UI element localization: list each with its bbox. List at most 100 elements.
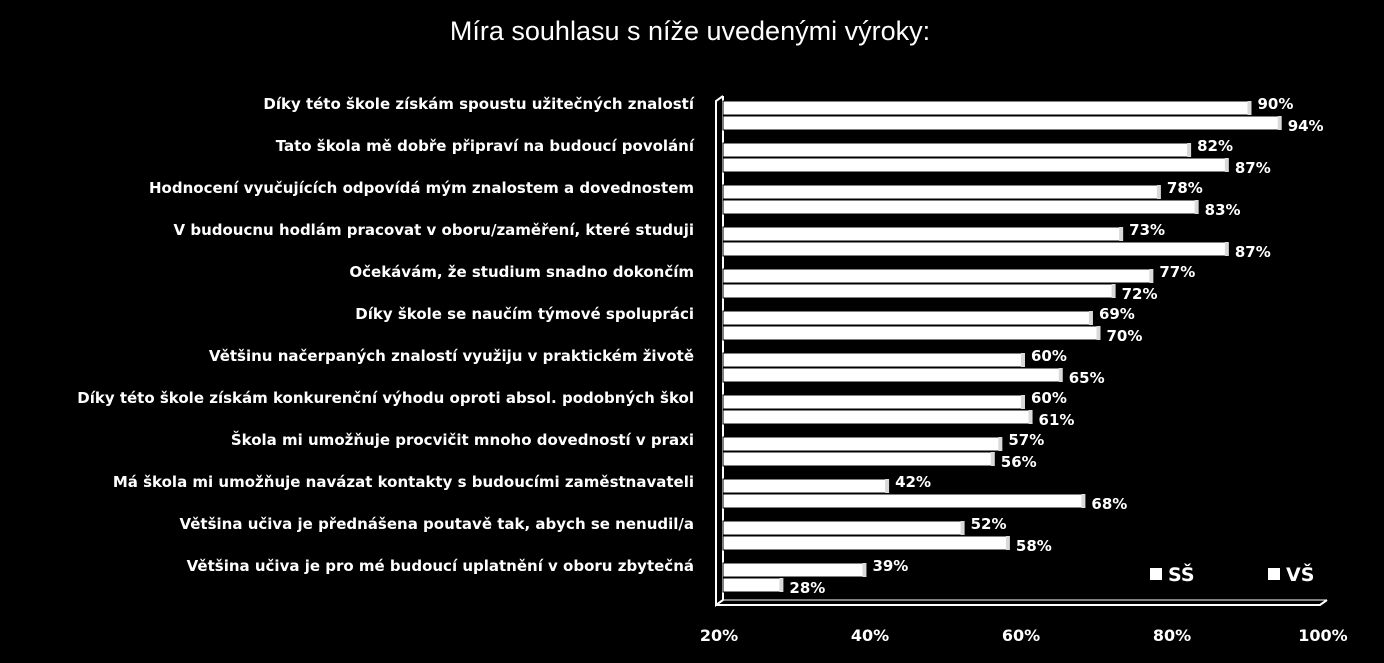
bar-cap — [1194, 200, 1199, 214]
data-label: 78% — [1167, 179, 1203, 197]
chart-bars — [722, 100, 1283, 593]
data-label: 56% — [1001, 453, 1037, 471]
data-label: 77% — [1159, 263, 1195, 281]
legend-label: SŠ — [1168, 562, 1195, 586]
bar-ss — [722, 478, 890, 494]
category-label: Většina učiva je pro mé budoucí uplatněn… — [187, 557, 694, 575]
data-label: 61% — [1039, 411, 1075, 429]
chart-axes: 20% 40% 60% 80% 100% — [700, 95, 1348, 645]
bar-ss — [722, 436, 1003, 452]
x-tick-label: 80% — [1153, 626, 1191, 645]
data-label: 60% — [1031, 347, 1067, 365]
category-label: Většina učiva je přednášena poutavě tak,… — [179, 515, 694, 533]
bar-vs — [722, 535, 1011, 551]
y-axis-wall — [715, 95, 724, 607]
bar-cap — [1111, 284, 1116, 298]
data-label: 65% — [1069, 369, 1105, 387]
bar-ss — [722, 310, 1094, 326]
bar-vs — [722, 325, 1101, 341]
bar-cap — [1277, 116, 1282, 130]
bar-ss — [722, 394, 1026, 410]
bar-ss — [722, 520, 966, 536]
category-label: Tato škola mě dobře připraví na budoucí … — [276, 137, 695, 155]
bar-cap — [1021, 353, 1025, 367]
data-label: 60% — [1031, 389, 1067, 407]
bar-cap — [1058, 368, 1063, 382]
data-label: 39% — [872, 557, 908, 575]
data-label: 52% — [971, 515, 1007, 533]
bar-vs — [722, 115, 1283, 131]
category-label: Díky škole se naučím týmové spolupráci — [355, 305, 694, 323]
bar-cap — [1156, 185, 1161, 199]
legend-swatch — [1150, 568, 1162, 580]
bar-ss — [722, 562, 867, 578]
bar-vs — [722, 577, 784, 593]
legend-swatch — [1268, 568, 1280, 580]
x-tick-label: 60% — [1002, 626, 1040, 645]
x-tick-label: 20% — [700, 626, 738, 645]
bar-vs — [722, 409, 1034, 425]
bar-cap — [1096, 326, 1101, 340]
data-label: 90% — [1258, 95, 1294, 113]
category-label: Hodnocení vyučujících odpovídá mým znalo… — [149, 179, 694, 197]
bar-ss — [722, 268, 1154, 284]
bar-cap — [1224, 158, 1229, 172]
data-label: 73% — [1129, 221, 1165, 239]
data-label: 58% — [1016, 537, 1052, 555]
data-label: 72% — [1122, 285, 1158, 303]
bar-cap — [1081, 494, 1086, 508]
category-label: Má škola mi umožňuje navázat kontakty s … — [113, 473, 694, 491]
bar-cap — [1005, 536, 1010, 550]
x-axis-floor — [716, 599, 1328, 606]
bar-ss — [722, 142, 1192, 158]
chart-labels: Díky této škole získám spoustu užitečnýc… — [77, 95, 1323, 597]
x-tick-label: 100% — [1298, 626, 1347, 645]
bar-vs — [722, 493, 1086, 509]
data-label: 87% — [1235, 159, 1271, 177]
bar-ss — [722, 184, 1162, 200]
category-label: Díky této škole získám konkurenční výhod… — [77, 389, 694, 407]
category-label: Většinu načerpaných znalostí využiju v p… — [209, 347, 694, 365]
bar-cap — [862, 563, 867, 577]
data-label: 70% — [1107, 327, 1143, 345]
bar-vs — [722, 157, 1230, 173]
bar-cap — [1088, 311, 1093, 325]
bar-cap — [1119, 227, 1124, 241]
bar-cap — [960, 521, 965, 535]
bar-vs — [722, 283, 1117, 299]
bar-vs — [722, 367, 1064, 383]
data-label: 83% — [1205, 201, 1241, 219]
data-label: 68% — [1091, 495, 1127, 513]
bar-cap — [779, 578, 784, 592]
bar-ss — [722, 352, 1026, 368]
data-label: 82% — [1197, 137, 1233, 155]
bar-cap — [998, 437, 1003, 451]
chart-legend: SŠ VŠ — [1150, 562, 1314, 586]
data-label: 42% — [895, 473, 931, 491]
category-label: Díky této škole získám spoustu užitečnýc… — [263, 95, 694, 113]
data-label: 28% — [789, 579, 825, 597]
bar-cap — [990, 452, 995, 466]
data-label: 87% — [1235, 243, 1271, 261]
legend-label: VŠ — [1286, 562, 1314, 586]
category-label: Očekávám, že studium snadno dokončím — [349, 263, 694, 281]
category-label: Škola mi umožňuje procvičit mnoho dovedn… — [231, 430, 694, 449]
bar-cap — [1247, 101, 1252, 115]
bar-vs — [722, 451, 996, 467]
bar-cap — [1021, 395, 1025, 409]
x-tick-label: 40% — [851, 626, 889, 645]
data-label: 69% — [1099, 305, 1135, 323]
chart-title: Míra souhlasu s níže uvedenými výroky: — [449, 16, 931, 46]
category-label: V budoucnu hodlám pracovat v oboru/zaměř… — [174, 221, 694, 239]
bar-cap — [1187, 143, 1192, 157]
data-label: 57% — [1008, 431, 1044, 449]
bar-vs — [722, 241, 1230, 257]
bar-ss — [722, 100, 1252, 116]
bar-ss — [722, 226, 1124, 242]
bar-cap — [1149, 269, 1154, 283]
bar-cap — [1028, 410, 1033, 424]
bar-cap — [1224, 242, 1229, 256]
data-label: 94% — [1288, 117, 1324, 135]
bar-cap — [885, 479, 890, 493]
